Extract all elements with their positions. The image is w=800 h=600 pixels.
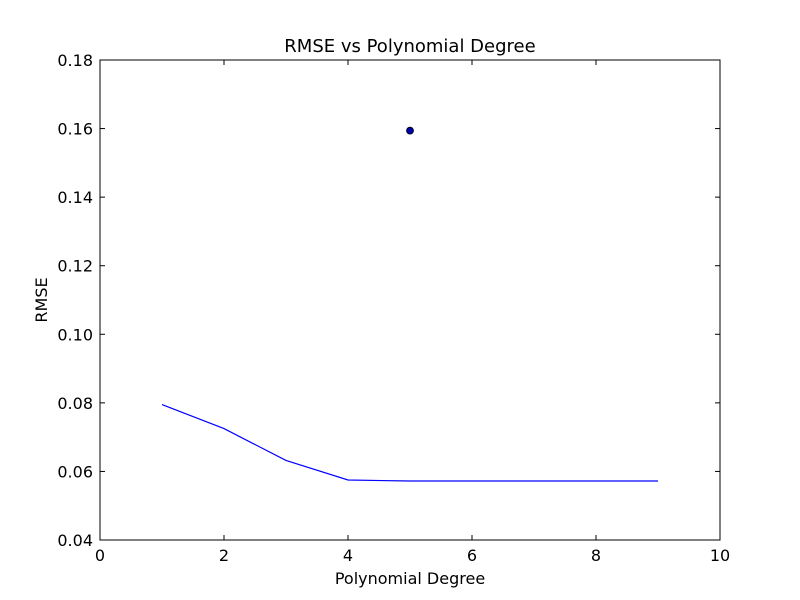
y-axis-label: RMSE [32,277,51,322]
x-tick-label: 6 [467,546,477,565]
x-axis-label: Polynomial Degree [335,569,485,588]
scatter-point [406,126,414,135]
x-tick-label: 10 [710,546,730,565]
y-tick-label: 0.16 [57,120,93,139]
chart-title: RMSE vs Polynomial Degree [284,36,535,57]
x-tick-label: 2 [219,546,229,565]
plot-frame [99,59,721,541]
y-tick-label: 0.12 [57,257,93,276]
x-tick-label: 0 [95,546,105,565]
y-tick-label: 0.04 [57,531,93,550]
y-tick-label: 0.08 [57,394,93,413]
plot-layer [161,126,658,482]
y-tick-label: 0.18 [57,51,93,70]
x-tick-label: 8 [591,546,601,565]
series-line [161,404,658,482]
ticks-layer: 0 2 4 6 8 10 0.04 0.06 0.08 0.10 0.12 0.14 0.16 0.18 [57,51,730,565]
y-tick-label: 0.14 [57,188,93,207]
y-tick-label: 0.06 [57,462,93,481]
y-tick-label: 0.10 [57,325,93,344]
x-tick-label: 4 [343,546,353,565]
